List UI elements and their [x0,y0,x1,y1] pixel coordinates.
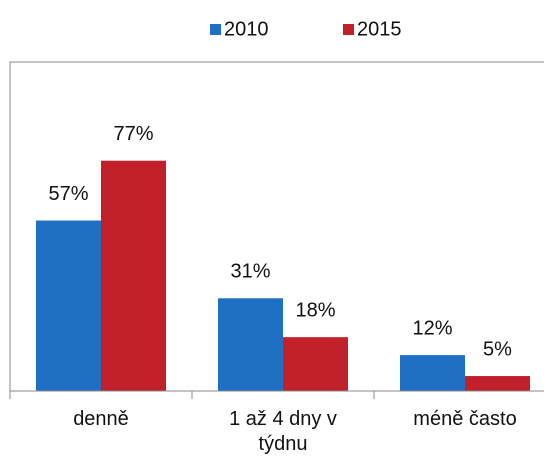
value-label: 18% [295,299,335,321]
value-label: 31% [230,261,270,283]
legend-label: 2015 [357,18,402,40]
value-label: 12% [412,317,452,339]
x-tick-label: méně často [413,408,517,430]
bar [36,220,101,391]
bar [101,160,166,391]
legend-swatch [210,24,221,35]
value-label: 77% [113,123,153,145]
value-label: 5% [483,338,512,360]
bar [465,376,530,391]
x-tick-label: denně [73,408,129,430]
legend-swatch [343,24,354,35]
plot-frame [9,61,544,391]
legend-label: 2010 [224,18,269,40]
bar [218,298,283,391]
bar [283,337,348,391]
value-label: 57% [48,183,88,205]
x-tick-label: 1 až 4 dny v týdnu [229,408,337,455]
bar [400,355,465,391]
